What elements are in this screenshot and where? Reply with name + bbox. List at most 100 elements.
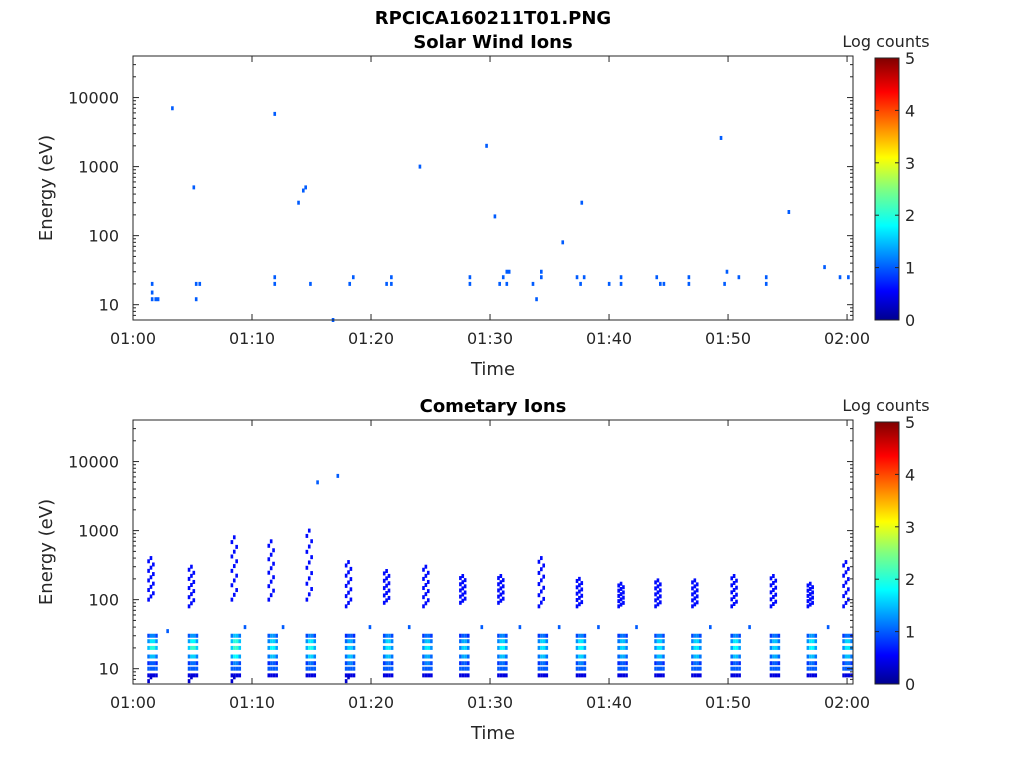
heatmap-cell [305,633,309,638]
colorbar-tick-label: 2 [905,570,915,589]
heatmap-cell [693,633,697,638]
heatmap-cell [422,639,425,644]
heatmap-cell [461,666,465,671]
heatmap-cell [233,645,236,650]
heatmap-cell [540,654,543,659]
heatmap-cell [230,568,234,573]
heatmap-cell [659,582,662,587]
heatmap-cell [190,592,193,597]
heatmap-cell [424,666,428,671]
heatmap-cell [578,654,581,659]
heatmap-cell [505,633,508,638]
heatmap-cell [769,633,773,638]
heatmap-cell [691,633,694,638]
heatmap-cell [305,549,309,554]
heatmap-cell [459,645,462,650]
heatmap-cell [842,645,845,650]
heatmap-cell [656,645,660,650]
colorbar-ticks: 0 1 2 3 4 5 [875,413,915,694]
heatmap-cell [579,281,582,286]
heatmap-cell [583,666,587,671]
heatmap-cell [347,639,351,644]
heatmap-cell [272,645,276,650]
heatmap-cell [575,604,579,609]
heatmap-cell [497,594,500,599]
heatmap-cell [305,533,309,538]
heatmap-cell [464,633,467,638]
heatmap-cell [422,645,425,650]
heatmap-cell [842,654,845,659]
colorbar-label: Log counts [842,32,929,51]
heatmap-cell [787,210,791,215]
heatmap-cell [842,661,845,666]
heatmap-cell [424,564,428,569]
heatmap-cell [738,639,741,644]
heatmap-cell [622,639,626,644]
heatmap-cell [501,275,505,280]
heatmap-cell [693,666,697,671]
heatmap-cell [192,654,196,659]
heatmap-cell [844,600,848,605]
heatmap-cell [842,583,845,588]
heatmap-cell [617,599,620,604]
heatmap-cell [382,571,386,576]
heatmap-cell [732,581,736,586]
heatmap-cell [459,582,462,587]
heatmap-cell [499,586,503,591]
heatmap-cell [656,578,660,583]
heatmap-cell [390,645,394,650]
heatmap-cell [275,673,278,678]
heatmap-cell [388,666,391,671]
heatmap-cell [844,560,848,565]
heatmap-cell [232,549,236,554]
heatmap-cell [806,599,810,604]
heatmap-cell [659,645,663,650]
heatmap-cell [497,633,500,638]
heatmap-cell [617,593,620,598]
heatmap-cell [156,297,160,302]
y-tick-label: 100 [88,227,119,246]
heatmap-cell [301,188,305,193]
heatmap-cell [190,661,193,666]
heatmap-cell [422,666,425,671]
heatmap-cell [310,673,314,678]
heatmap-cell [699,654,702,659]
heatmap-cell [811,654,815,659]
heatmap-cell [344,594,348,599]
heatmap-cell [842,633,845,638]
heatmap-cell [238,639,242,644]
heatmap-cell [309,281,312,286]
heatmap-cell [313,666,317,671]
heatmap-cell [349,577,353,582]
heatmap-cell [580,645,584,650]
heatmap-cell [305,597,309,602]
heatmap-cell [310,661,314,666]
heatmap-cell [308,654,311,659]
heatmap-cell [622,645,626,650]
heatmap-cell [693,639,697,644]
heatmap-cell [619,281,623,286]
heatmap-cell [655,275,659,280]
heatmap-cell [622,673,626,678]
heatmap-cell [772,574,775,579]
heatmap-cell [557,625,561,630]
heatmap-cell [842,563,845,568]
heatmap-cell [580,661,584,666]
x-axis: 01:00 01:10 01:20 01:30 01:40 01:50 02:00 [110,56,870,348]
x-tick-label: 02:00 [824,693,870,712]
heatmap-cell [695,600,699,605]
heatmap-cell [578,673,581,678]
heatmap-cell [578,645,581,650]
heatmap-cell [735,592,738,597]
heatmap-cell [461,598,465,603]
heatmap-cell [190,645,193,650]
heatmap-cell [347,600,350,605]
heatmap-cell [155,633,158,638]
colorbar-tick-label: 5 [905,413,915,432]
heatmap-cell [272,588,275,593]
heatmap-cell [777,661,781,666]
heatmap-cell [461,654,465,659]
heatmap-cell [270,645,273,650]
heatmap-cell [459,594,462,599]
heatmap-cell [382,673,386,678]
